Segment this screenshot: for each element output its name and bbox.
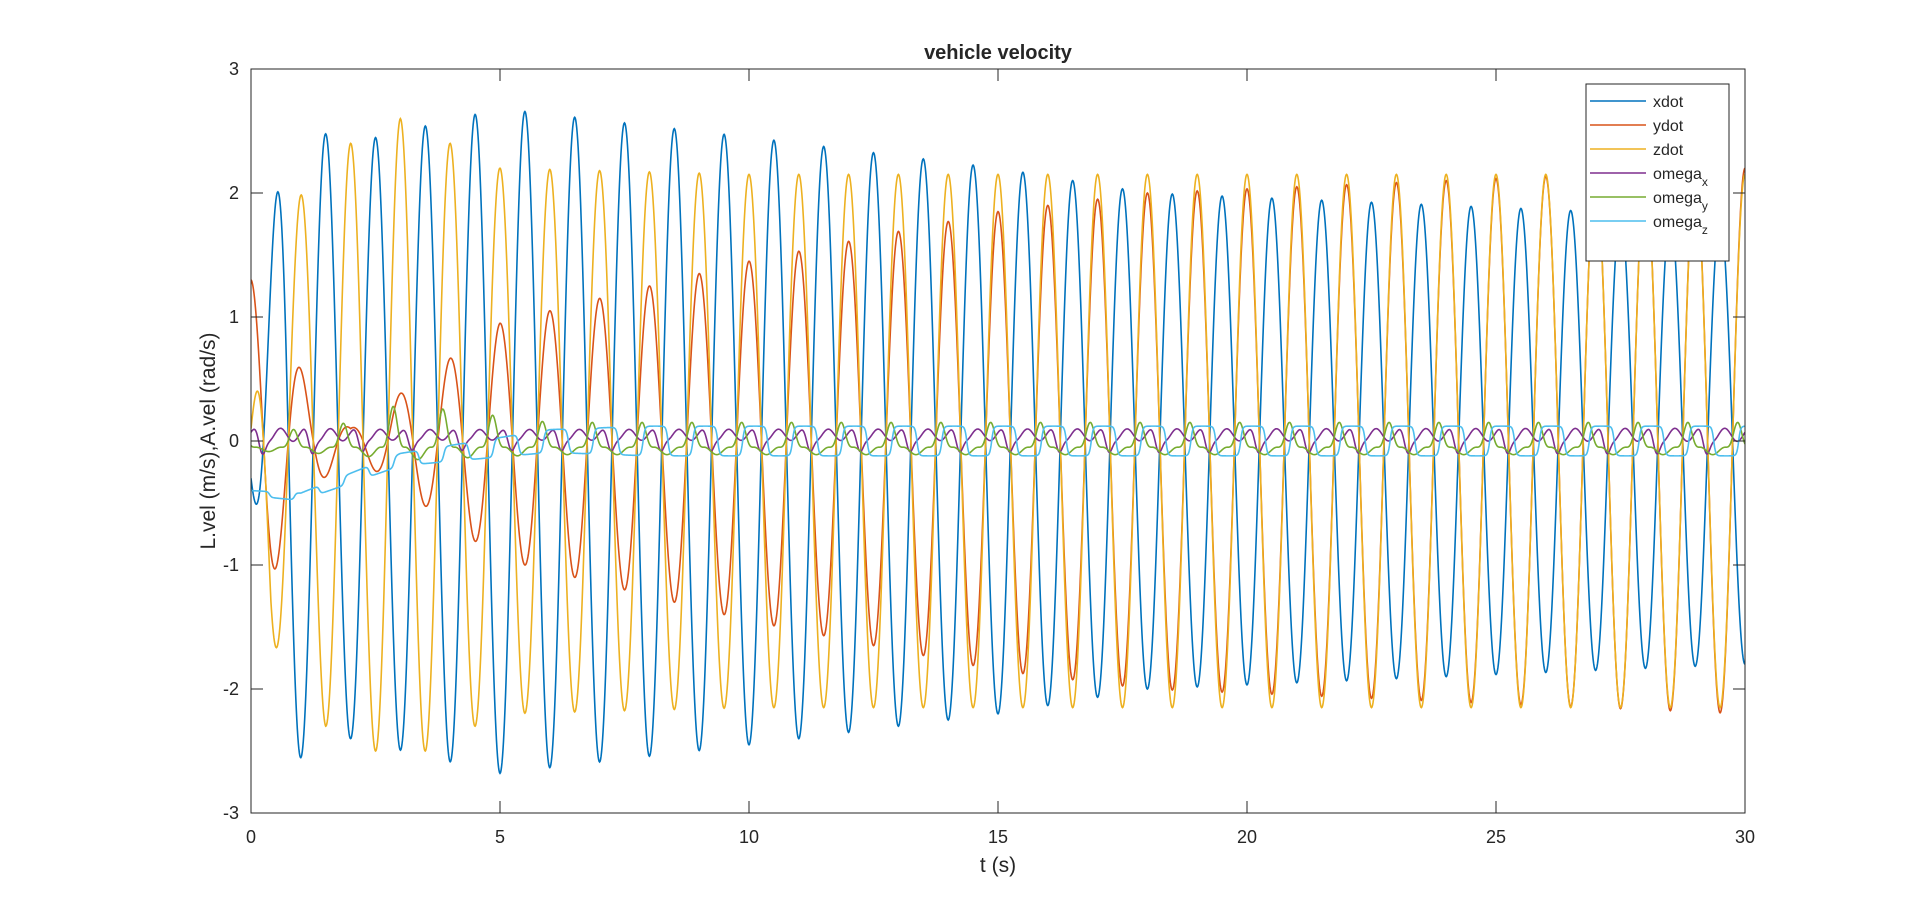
x-tick-label: 5 (495, 827, 505, 847)
x-tick-label: 25 (1486, 827, 1506, 847)
y-tick-label: 1 (229, 307, 239, 327)
x-tick-label: 30 (1735, 827, 1755, 847)
x-tick-label: 20 (1237, 827, 1257, 847)
x-tick-label: 15 (988, 827, 1008, 847)
x-tick-label: 10 (739, 827, 759, 847)
series-line-omega-z (251, 425, 1745, 501)
y-tick-label: 0 (229, 431, 239, 451)
series-line-xdot (251, 110, 1745, 775)
series-line-omega-y (251, 405, 1745, 461)
legend-label-ydot: ydot (1653, 118, 1684, 135)
series-layer (251, 110, 1745, 775)
y-tick-label: -1 (223, 555, 239, 575)
y-tick-label: 3 (229, 59, 239, 79)
y-axis-label: L.vel (m/s),A.vel (rad/s) (197, 332, 220, 549)
chart-title: vehicle velocity (924, 42, 1073, 64)
ticks-layer: 0 5 10 15 20 25 30 -3 -2 -1 0 1 2 3 (223, 59, 1755, 847)
y-tick-label: 2 (229, 183, 239, 203)
series-line-zdot (251, 116, 1745, 753)
series-line-omega-x (251, 427, 1745, 455)
y-tick-label: -3 (223, 803, 239, 823)
x-axis-label: t (s) (980, 854, 1016, 877)
series-line-ydot (251, 167, 1745, 714)
legend-label-zdot: zdot (1653, 142, 1684, 159)
x-tick-label: 0 (246, 827, 256, 847)
legend-label-xdot: xdot (1653, 94, 1684, 111)
axes-box (250, 68, 1746, 814)
y-tick-label: -2 (223, 679, 239, 699)
